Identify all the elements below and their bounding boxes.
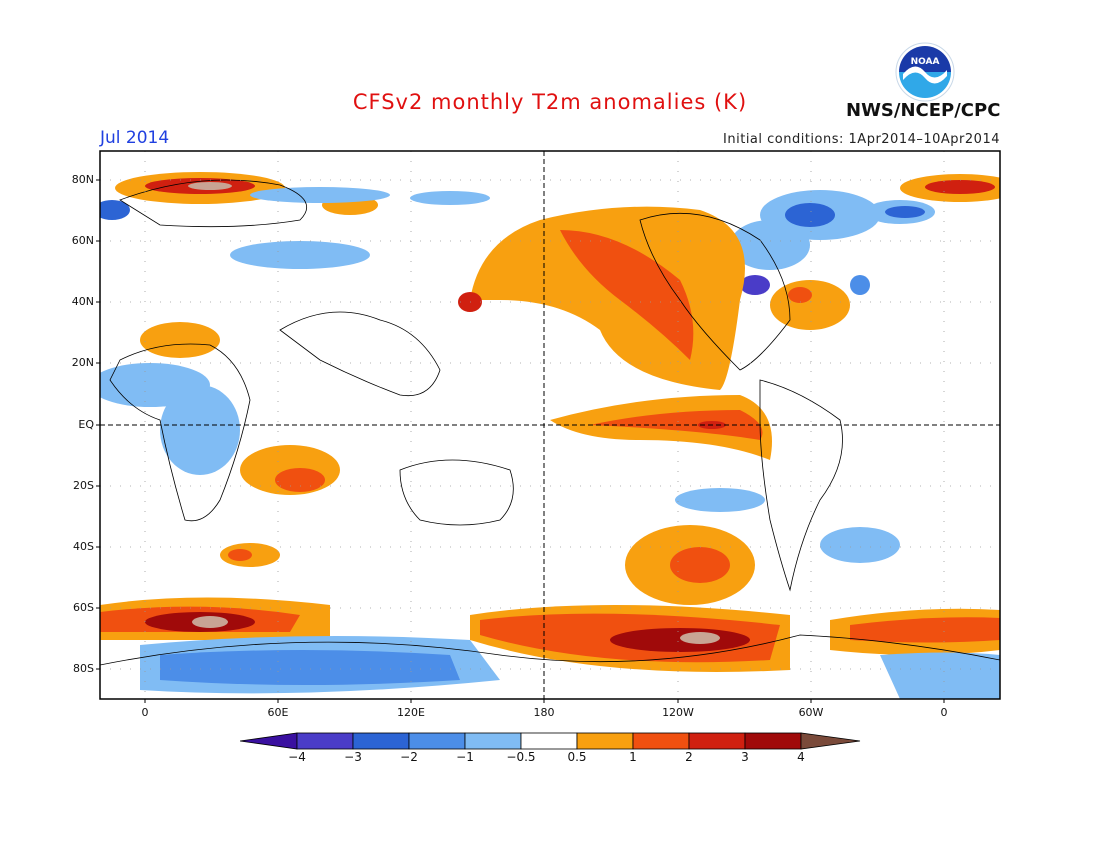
colorbar-label: −1 <box>456 750 474 764</box>
lat-label-80s: 80S <box>73 662 94 675</box>
colorbar <box>240 732 861 750</box>
colorbar-swatch-0 <box>240 732 298 750</box>
lat-label-40s: 40S <box>73 540 94 553</box>
colorbar-swatch-9 <box>744 732 802 750</box>
colorbar-label: 4 <box>797 750 805 764</box>
logo-text: NOAA <box>911 57 940 67</box>
grid-lines <box>100 151 1000 699</box>
map-frame <box>99 150 1001 700</box>
initial-conditions: Initial conditions: 1Apr2014–10Apr2014 <box>723 132 1000 147</box>
lon-label-0-east: 0 <box>940 706 948 719</box>
forecast-month: Jul 2014 <box>100 128 170 148</box>
axis-ticks <box>96 179 945 703</box>
lon-label-60e: 60E <box>267 706 289 719</box>
colorbar-label: −4 <box>288 750 306 764</box>
lat-label-20n: 20N <box>71 356 94 369</box>
anomaly-field <box>100 151 1000 699</box>
lat-label-60n: 60N <box>71 234 94 247</box>
colorbar-swatch-2 <box>352 732 410 750</box>
organization-label: NWS/NCEP/CPC <box>846 100 1001 121</box>
lat-label-80n: 80N <box>71 173 94 186</box>
colorbar-label: 1 <box>629 750 637 764</box>
lat-label-eq: EQ <box>78 418 94 431</box>
lon-label-60w: 60W <box>798 706 824 719</box>
lon-label-120w: 120W <box>662 706 694 719</box>
lon-label-0: 0 <box>141 706 149 719</box>
colorbar-swatch-3 <box>408 732 466 750</box>
colorbar-swatch-10 <box>800 732 861 750</box>
lat-label-20s: 20S <box>73 479 94 492</box>
colorbar-swatch-7 <box>632 732 690 750</box>
colorbar-label: −0.5 <box>506 750 536 764</box>
colorbar-swatch-4 <box>464 732 522 750</box>
chart-title: CFSv2 monthly T2m anomalies (K) <box>352 90 748 114</box>
lat-label-60s: 60S <box>73 601 94 614</box>
noaa-logo: NOAA <box>895 42 955 102</box>
colorbar-label: 3 <box>741 750 749 764</box>
colorbar-swatch-8 <box>688 732 746 750</box>
colorbar-label: 0.5 <box>567 750 587 764</box>
lat-label-40n: 40N <box>71 295 94 308</box>
colorbar-label: −2 <box>400 750 418 764</box>
coastlines <box>100 179 1000 666</box>
lon-label-180: 180 <box>533 706 555 719</box>
colorbar-swatch-6 <box>576 732 634 750</box>
colorbar-swatch-5 <box>520 732 578 750</box>
colorbar-label: −3 <box>344 750 362 764</box>
colorbar-label: 2 <box>685 750 693 764</box>
lon-label-120e: 120E <box>397 706 425 719</box>
colorbar-swatch-1 <box>296 732 354 750</box>
equator-dateline <box>100 151 1000 699</box>
